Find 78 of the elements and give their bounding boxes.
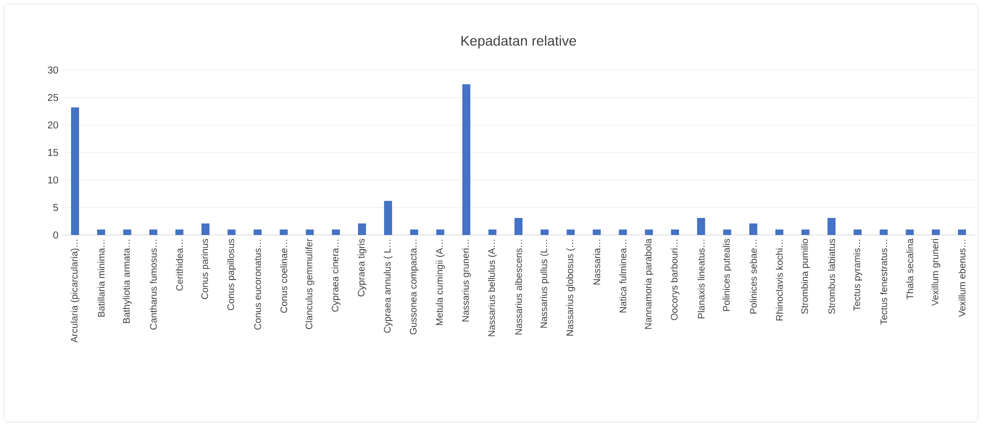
bar: [828, 218, 836, 235]
bar: [175, 230, 184, 235]
bar: [228, 230, 236, 235]
y-tick-label: 25: [48, 94, 58, 102]
x-tick-label: Strombina pumilio: [801, 238, 810, 314]
bar: [280, 230, 288, 235]
x-tick-label: Oocorys barbouri…: [670, 240, 680, 320]
y-tick-label: 5: [53, 204, 58, 211]
bar: [723, 230, 732, 235]
x-tick-label: Polinices putealis: [722, 238, 732, 311]
x-tick-label: Polinices sebae…: [750, 240, 757, 314]
x-tick-label: Conus eucoronatus…: [254, 240, 261, 330]
bar: [332, 230, 340, 235]
x-tick-label: Batillaria minima…: [98, 240, 105, 317]
bar: [592, 230, 601, 235]
bar: [540, 230, 549, 235]
x-tick-label: Nassarius gruneri…: [462, 240, 471, 322]
x-tick-label: Natica fulminea…: [619, 240, 626, 312]
y-tick-label: 30: [48, 66, 58, 74]
x-tick-label: Arcularia (picarcularia)…: [70, 240, 80, 343]
bar: [932, 230, 940, 235]
bar: [97, 230, 106, 235]
x-tick-label: Tectus fenestratus…: [880, 240, 888, 325]
x-tick-label: Strombus labiatus: [828, 238, 836, 314]
y-tick-label: 0: [53, 231, 58, 239]
bar: [462, 84, 470, 235]
y-tick-label: 20: [48, 121, 58, 129]
bar: [410, 230, 418, 235]
x-tick-label: Nassarius albescens…: [515, 240, 522, 335]
bar: [749, 223, 758, 235]
chart-title: Kepadatan relative: [461, 36, 576, 48]
x-tick-label: Rhinoclavis kochi…: [776, 240, 783, 320]
x-tick-label: Vexillum ebenus…: [958, 240, 966, 317]
x-tick-label: Nassaria…: [593, 240, 600, 285]
x-tick-label: Cypraea annulus ( L…: [384, 240, 392, 333]
bar: [71, 107, 80, 235]
x-tick-label: Conus parinus: [201, 238, 210, 300]
bar: [384, 200, 392, 235]
x-tick-label: Nannamoria parabola: [644, 238, 654, 329]
bar: [854, 230, 862, 235]
bar: [201, 223, 210, 235]
x-tick-label: Cypraea cinera…: [331, 240, 340, 312]
bar: [254, 230, 262, 235]
x-tick-label: Nassarius globosus (…: [566, 240, 576, 336]
bar: [436, 230, 444, 235]
bar: [149, 230, 158, 235]
x-tick-label: Cerithidea…: [176, 240, 183, 291]
bar: [801, 230, 810, 235]
x-tick-label: Conus coelinae…: [280, 240, 288, 313]
x-tick-label: Thala secalina: [906, 238, 914, 300]
bar: [566, 230, 575, 235]
x-tick-label: Nassarius pullus (L…: [540, 240, 550, 328]
bar: [488, 230, 496, 235]
bar: [697, 218, 706, 235]
bar: [958, 230, 966, 235]
bar: [880, 230, 888, 235]
x-tick-label: Nassarius bellulus (A…: [488, 240, 497, 336]
bar: [123, 230, 132, 235]
y-tick-label: 10: [48, 176, 58, 184]
x-tick-label: Clanculus gemmulifer: [305, 238, 314, 330]
x-tick-label: Cypraea tigris: [358, 238, 366, 296]
x-tick-label: Metula cumingii (A…: [436, 240, 445, 326]
bar: [644, 230, 653, 235]
x-tick-label: Conus papillosus: [227, 238, 236, 310]
x-tick-label: Tectus pyramis…: [853, 240, 862, 311]
bar: [514, 218, 523, 235]
x-tick-label: Bathyliotia armata…: [122, 240, 132, 323]
bar: [775, 230, 784, 235]
bar: [306, 230, 314, 235]
bar: [906, 230, 914, 235]
bar: [618, 230, 627, 235]
bar: [358, 223, 366, 235]
bar: [671, 230, 680, 235]
x-tick-label: Cantharus fumosus…: [150, 240, 157, 330]
x-tick-label: Vexillum gruneri: [931, 239, 940, 306]
y-tick-label: 15: [48, 149, 58, 156]
x-tick-label: Planaxis lineatus…: [698, 240, 705, 318]
x-tick-label: Gussonea compacta…: [410, 240, 418, 334]
